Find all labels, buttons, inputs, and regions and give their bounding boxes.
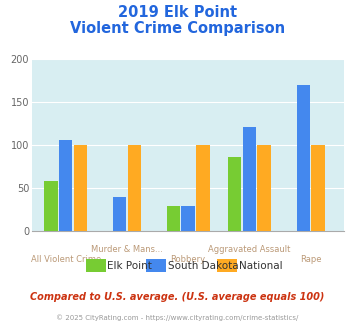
Text: 2019 Elk Point: 2019 Elk Point	[118, 5, 237, 20]
Bar	[127, 145, 141, 231]
Bar	[243, 127, 256, 231]
Bar	[228, 157, 241, 231]
Text: Violent Crime Comparison: Violent Crime Comparison	[70, 21, 285, 36]
Bar	[44, 181, 58, 231]
Text: Compared to U.S. average. (U.S. average equals 100): Compared to U.S. average. (U.S. average …	[30, 292, 325, 302]
Bar	[196, 145, 209, 231]
Text: National: National	[239, 261, 282, 271]
Text: Rape: Rape	[300, 255, 321, 264]
Bar	[257, 145, 271, 231]
Bar	[59, 140, 72, 231]
Bar	[113, 197, 126, 231]
Text: All Violent Crime: All Violent Crime	[31, 255, 101, 264]
Bar	[181, 206, 195, 231]
Text: Elk Point: Elk Point	[108, 261, 152, 271]
Bar	[296, 85, 310, 231]
Text: © 2025 CityRating.com - https://www.cityrating.com/crime-statistics/: © 2025 CityRating.com - https://www.city…	[56, 314, 299, 321]
Bar	[311, 145, 325, 231]
Bar	[167, 206, 180, 231]
Text: Aggravated Assault: Aggravated Assault	[208, 245, 291, 254]
Text: South Dakota: South Dakota	[168, 261, 238, 271]
Text: Murder & Mans...: Murder & Mans...	[91, 245, 163, 254]
Text: Robbery: Robbery	[171, 255, 206, 264]
Bar	[73, 145, 87, 231]
